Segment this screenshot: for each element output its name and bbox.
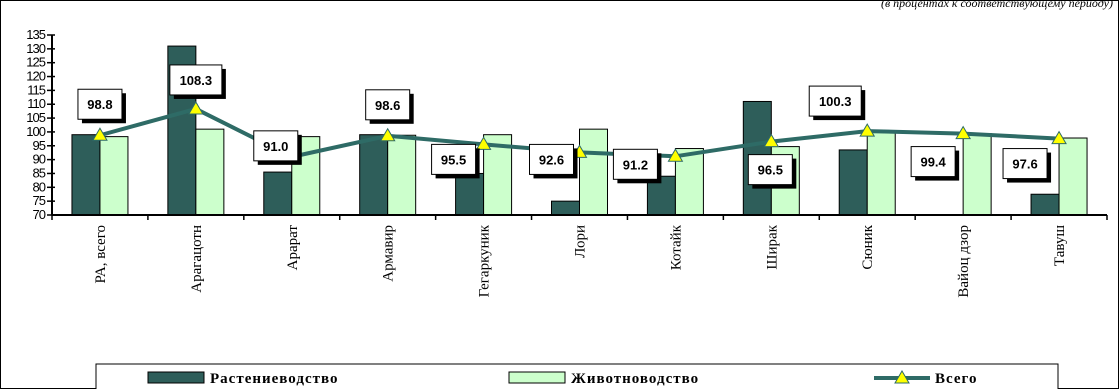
category-label-4: Гегаркуник xyxy=(477,224,493,297)
y-tick-label-120: 120 xyxy=(26,69,45,84)
y-tick-label-70: 70 xyxy=(33,207,46,222)
legend-label-2: Всего xyxy=(935,371,977,387)
bar-livestock-5 xyxy=(579,128,608,216)
total-marker-0 xyxy=(92,127,108,141)
y-tick-label-135: 135 xyxy=(26,27,45,42)
y-tick-label-115: 115 xyxy=(27,82,45,97)
bar-livestock-3 xyxy=(387,134,417,216)
legend-swatch-marker xyxy=(894,370,910,384)
legend-label-1: Животноводство xyxy=(571,371,699,387)
data-label-9: 99.4 xyxy=(920,155,946,170)
data-label-box-3 xyxy=(365,89,411,121)
data-label-box-7 xyxy=(747,154,793,186)
category-label-3: Армавир xyxy=(381,225,397,282)
corner-note: (в процентах к соответствующему периоду) xyxy=(880,0,1113,10)
bar-crop-3 xyxy=(359,134,389,216)
data-label-2: 91.0 xyxy=(263,139,288,154)
legend-swatch-1 xyxy=(508,371,566,384)
y-tick-label-100: 100 xyxy=(26,124,45,139)
bar-crop-2 xyxy=(263,171,293,216)
y-tick-label-105: 105 xyxy=(26,110,45,125)
category-label-8: Сюник xyxy=(860,224,876,269)
bar-crop-10 xyxy=(1030,193,1060,216)
total-marker-3 xyxy=(379,127,396,142)
data-label-4: 95.5 xyxy=(441,152,466,167)
data-label-5: 92.6 xyxy=(539,152,564,167)
data-label-box-4 xyxy=(431,143,477,175)
data-label-box-0 xyxy=(77,88,123,120)
category-label-5: Лори xyxy=(573,225,589,258)
data-label-box-5 xyxy=(529,143,574,175)
legend-swatch-0 xyxy=(147,371,205,384)
bar-livestock-6 xyxy=(674,148,704,216)
y-tick-label-125: 125 xyxy=(26,55,45,70)
total-marker-1 xyxy=(187,100,204,115)
bar-crop-4 xyxy=(455,172,485,216)
total-marker-7 xyxy=(763,133,780,148)
data-label-10: 97.6 xyxy=(1012,157,1037,172)
bar-livestock-9 xyxy=(962,133,992,216)
data-label-0: 98.8 xyxy=(87,97,112,112)
y-tick-label-95: 95 xyxy=(33,138,46,153)
total-marker-8 xyxy=(859,123,876,137)
category-label-0: РА, всего xyxy=(93,225,109,284)
bar-crop-8 xyxy=(838,149,868,216)
data-label-box-8 xyxy=(808,85,862,117)
legend-label-0: Растениеводство xyxy=(210,371,338,387)
y-tick-label-75: 75 xyxy=(33,193,46,208)
category-label-10: Тавуш xyxy=(1052,225,1068,267)
bar-livestock-0 xyxy=(99,136,129,216)
total-marker-10 xyxy=(1051,130,1067,145)
total-marker-9 xyxy=(955,125,972,140)
y-tick-label-130: 130 xyxy=(26,41,45,56)
data-label-box-1 xyxy=(169,64,223,96)
total-marker-4 xyxy=(475,136,492,150)
data-label-box-9 xyxy=(910,146,956,178)
bar-crop-0 xyxy=(71,134,101,216)
bar-livestock-8 xyxy=(866,130,896,216)
y-tick-label-85: 85 xyxy=(33,165,46,180)
category-label-2: Арарат xyxy=(285,225,301,271)
data-label-1: 108.3 xyxy=(180,73,213,88)
data-label-8: 100.3 xyxy=(819,94,852,109)
category-label-6: Котайк xyxy=(668,224,684,270)
data-label-3: 98.6 xyxy=(375,98,400,113)
y-tick-label-80: 80 xyxy=(33,179,46,194)
data-label-box-2 xyxy=(253,130,299,162)
category-label-9: Вайоц дзор xyxy=(956,225,972,298)
y-tick-label-90: 90 xyxy=(33,152,46,167)
data-label-6: 91.2 xyxy=(623,157,648,172)
data-label-7: 96.5 xyxy=(758,163,783,178)
category-label-7: Ширак xyxy=(764,224,780,269)
bar-livestock-10 xyxy=(1058,137,1088,216)
total-marker-6 xyxy=(667,148,684,162)
bar-crop-5 xyxy=(551,200,580,216)
bar-livestock-1 xyxy=(195,128,225,216)
data-label-box-6 xyxy=(612,148,658,180)
y-tick-label-110: 110 xyxy=(27,96,45,111)
data-label-box-10 xyxy=(1002,148,1048,180)
category-label-1: Арагацотн xyxy=(189,225,205,293)
